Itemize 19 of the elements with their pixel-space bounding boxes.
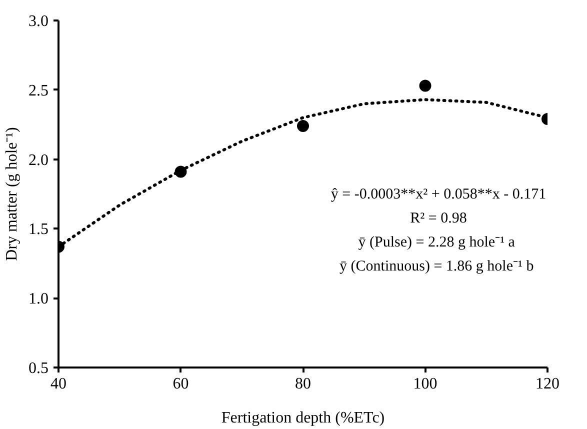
x-tick-label: 60 [172, 376, 189, 392]
annotation: ȳ (Continuous) = 1.86 g hole⁻¹ b [340, 258, 534, 274]
x-tick-label: 80 [295, 376, 311, 392]
x-tick-label: 40 [50, 376, 66, 392]
y-tick-label: 1.0 [28, 290, 48, 308]
y-tick-label: 1.5 [28, 221, 48, 238]
annotation: ŷ = -0.0003**x² + 0.058**x - 0.171 [330, 186, 546, 202]
annotation: R² = 0.98 [410, 210, 467, 226]
x-axis-title: Fertigation depth (%ETc) [221, 410, 385, 426]
point [297, 120, 309, 132]
y-tick-label: 0.5 [28, 360, 48, 377]
annotation: ȳ (Pulse) = 2.28 g hole⁻¹ a [358, 234, 516, 250]
y-tick-label: 2.0 [28, 152, 48, 169]
x-tick-label: 100 [413, 376, 438, 392]
point [419, 80, 432, 92]
y-tick-label: 3.0 [28, 13, 48, 30]
y-axis-title: Dry matter (g hole⁻¹) [4, 127, 20, 261]
x-tick-label: 120 [536, 376, 560, 392]
y-tick-label: 2.5 [28, 82, 48, 100]
